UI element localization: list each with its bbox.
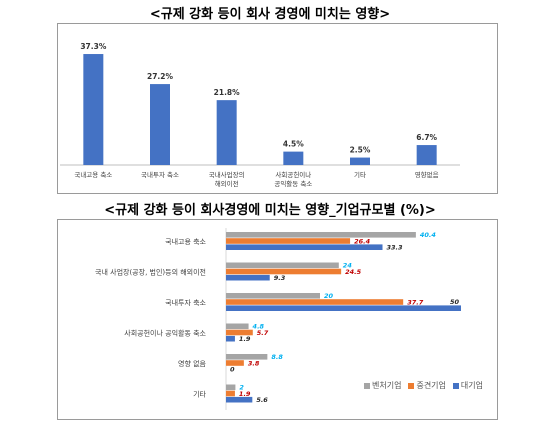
chart1-bar (350, 157, 370, 165)
chart2-category-label: 국내고용 축소 (165, 237, 206, 246)
legend-label-large: 대기업 (460, 381, 483, 390)
chart1-bar (283, 151, 304, 165)
chart2-title: <규제 강화 등이 회사경영에 미치는 영향_기업규모별 (%)> (104, 203, 436, 218)
chart1-panel: 37.3% 국내고용 축소 27.2% 국내투자 축소 21.8% 국내사업장의 해외이전 4… (57, 23, 498, 194)
legend-swatch-venture (364, 382, 370, 389)
chart2-value-label: 40.4 (420, 231, 437, 239)
chart1-category-label: 기타 (354, 170, 366, 179)
chart2-value-label: 24.5 (345, 268, 362, 276)
chart2-category-label: 국내투자 축소 (165, 298, 206, 307)
chart2-svg: 국내고용 축소 40.4 26.4 33.3 국내 사업장(공장, 법인)등의 해외이전… (95, 228, 461, 410)
chart2-bar (226, 244, 383, 250)
chart2-bar (226, 360, 244, 366)
chart1-category-label: 영향없음 (415, 170, 439, 179)
chart2-bar (226, 384, 236, 391)
chart2-value-label: 24 (343, 262, 353, 270)
chart1-value-label: 27.2% (147, 72, 174, 81)
chart2-bar (226, 323, 249, 330)
legend-item-midsize: 중견기업 (408, 380, 446, 391)
chart2-bar (226, 232, 416, 238)
chart2-category-label: 국내 사업장(공장, 법인)등의 해외이전 (95, 268, 206, 277)
chart2-value-label: 9.3 (274, 274, 286, 282)
chart1-category-label: 사회공헌이나 (275, 170, 311, 179)
chart1-value-label: 4.5% (283, 140, 304, 149)
chart2-category-label: 영향 없음 (178, 359, 207, 368)
chart2-value-label: 1.9 (239, 390, 251, 398)
chart2-bar (226, 293, 320, 299)
chart2-value-label: 26.4 (354, 237, 371, 245)
chart2-bar (226, 396, 253, 403)
legend-swatch-large (452, 382, 459, 389)
chart2-value-label: 0 (230, 366, 235, 374)
chart1-bar (83, 54, 104, 165)
chart2-category-label: 기타 (193, 390, 206, 399)
chart1-category-label: 해외이전 (215, 179, 239, 188)
chart2-value-label: 1.9 (239, 335, 251, 343)
chart2-value-label: 4.8 (253, 323, 265, 331)
chart2-value-label: 2 (239, 384, 244, 392)
chart2-panel: 국내고용 축소 40.4 26.4 33.3 국내 사업장(공장, 법인)등의 해외이전… (57, 219, 498, 420)
chart2-bar (226, 268, 342, 275)
chart2-bar (226, 305, 461, 311)
chart1-category-label: 공익활동 축소 (274, 179, 312, 188)
chart1-bar (216, 100, 237, 165)
chart1-bar (150, 84, 170, 165)
chart1-category-label: 국내투자 축소 (141, 170, 179, 179)
chart1-value-label: 2.5% (350, 146, 371, 155)
chart1-title: <규제 강화 등이 회사 경영에 미치는 영향> (149, 7, 391, 22)
chart2-bar (226, 354, 268, 360)
chart2-bar (226, 274, 270, 281)
legend-item-venture: 벤처기업 (364, 380, 401, 391)
chart2-bar (226, 299, 404, 305)
chart2-bar (226, 238, 351, 244)
legend-label-venture: 벤처기업 (372, 381, 402, 390)
chart2-value-label: 8.8 (271, 353, 283, 361)
chart2-category-label: 사회공헌이나 공익활동 축소 (124, 329, 206, 338)
chart2-value-label: 5.7 (257, 329, 269, 337)
chart2-value-label: 3.8 (248, 359, 260, 367)
chart2-bar (226, 335, 235, 342)
chart2-value-label: 37.7 (407, 298, 424, 306)
legend-label-midsize: 중견기업 (416, 381, 446, 390)
chart2-value-label: 20 (324, 292, 334, 300)
chart2-bar (226, 390, 235, 397)
chart2-bar (226, 262, 339, 269)
chart2-legend: 벤처기업 중견기업 대기업 (364, 380, 483, 391)
chart1-category-label: 국내사업장의 (209, 170, 245, 179)
legend-swatch-midsize (408, 382, 415, 389)
chart2-value-label: 50 (450, 298, 460, 306)
chart1-value-label: 6.7% (416, 133, 437, 142)
chart1-bar (416, 145, 437, 165)
legend-item-large: 대기업 (452, 380, 483, 391)
chart1-category-label: 국내고용 축소 (74, 170, 112, 179)
chart2-value-label: 33.3 (387, 244, 404, 252)
chart2-bar (226, 329, 253, 336)
chart1-value-label: 21.8% (214, 88, 241, 97)
chart2-value-label: 5.6 (256, 396, 268, 404)
chart1-value-label: 37.3% (80, 42, 107, 51)
